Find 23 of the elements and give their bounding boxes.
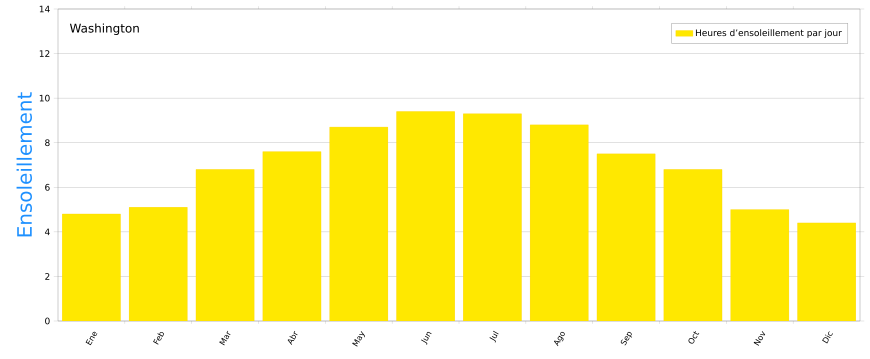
bar [62, 214, 120, 321]
bar [129, 207, 188, 321]
text: Washington [70, 23, 139, 36]
y-tick-label: 12 [40, 50, 50, 57]
bar [196, 169, 254, 321]
bar [463, 114, 522, 321]
bar [530, 124, 588, 321]
bar [730, 210, 789, 321]
bar [330, 127, 388, 321]
bar [664, 169, 722, 321]
legend-label: Heures d’ensoleillement par jour [696, 29, 842, 38]
y-tick-label: 8 [45, 139, 50, 146]
bar [797, 222, 856, 321]
bar [597, 154, 656, 321]
y-tick-label: 0 [45, 318, 50, 324]
bar [396, 112, 455, 321]
y-tick-label: 14 [40, 6, 50, 12]
y-tick-label: 6 [45, 184, 50, 191]
y-tick-label: 4 [44, 228, 50, 236]
y-tick-label: 10 [40, 94, 50, 102]
bar [262, 152, 321, 321]
y-axis-title: Ensoleillement [16, 92, 32, 236]
y-tick-label: 2 [45, 273, 50, 280]
